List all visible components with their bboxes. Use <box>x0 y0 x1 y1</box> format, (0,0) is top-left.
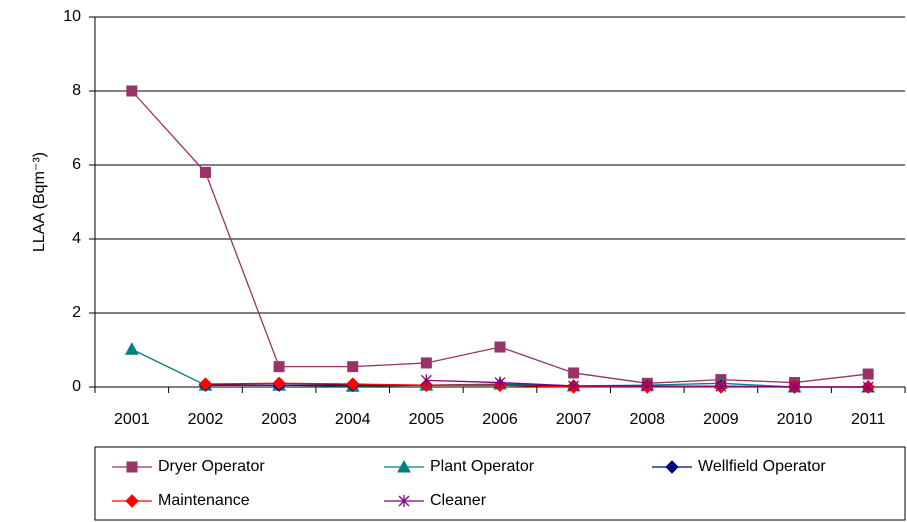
legend-entry: Maintenance <box>112 492 250 509</box>
y-tick-label: 10 <box>63 8 81 25</box>
data-point <box>862 368 874 380</box>
data-point <box>420 357 432 369</box>
y-axis-label: LLAA (Bqm⁻³) <box>31 152 48 252</box>
series <box>420 374 874 393</box>
x-tick-label: 2005 <box>409 411 445 428</box>
legend-entry: Dryer Operator <box>112 458 265 475</box>
series <box>126 85 874 389</box>
legend-entry: Wellfield Operator <box>652 458 826 475</box>
x-tick-label: 2003 <box>261 411 297 428</box>
x-tick-label: 2008 <box>629 411 665 428</box>
y-tick-label: 4 <box>72 230 81 247</box>
x-tick-label: 2007 <box>556 411 592 428</box>
data-point <box>420 374 432 387</box>
legend-label: Maintenance <box>158 492 250 509</box>
y-tick-label: 6 <box>72 156 81 173</box>
legend-marker <box>125 494 139 508</box>
legend-marker <box>397 459 411 473</box>
legend-marker <box>398 495 410 507</box>
legend-entry: Cleaner <box>384 492 487 509</box>
legend-entry: Plant Operator <box>384 458 535 475</box>
y-tick-label: 2 <box>72 304 81 321</box>
data-point <box>273 361 285 373</box>
data-point <box>494 376 506 389</box>
data-point <box>199 166 211 178</box>
legend-label: Cleaner <box>430 492 487 509</box>
data-point <box>198 377 213 391</box>
series-line <box>131 90 869 384</box>
y-tick-label: 8 <box>72 82 81 99</box>
data-point <box>346 377 360 391</box>
x-tick-label: 2001 <box>114 411 150 428</box>
data-point <box>789 381 801 393</box>
legend: Dryer Operator Plant Operator Wellfield Op… <box>94 446 906 521</box>
x-tick-label: 2004 <box>335 411 371 428</box>
x-tick-label: 2002 <box>188 411 224 428</box>
data-point <box>124 342 139 355</box>
legend-label: Plant Operator <box>430 458 535 475</box>
data-point <box>715 380 727 393</box>
y-tick-label: 0 <box>72 378 81 395</box>
legend-box <box>94 446 906 521</box>
data-point <box>272 376 286 391</box>
x-tick-label: 2009 <box>703 411 739 428</box>
data-point <box>126 85 138 97</box>
data-point <box>862 381 874 393</box>
legend-marker <box>665 460 679 474</box>
legend-label: Dryer Operator <box>158 458 265 475</box>
data-point <box>347 361 359 373</box>
data-point <box>641 380 653 393</box>
data-point <box>568 367 580 379</box>
data-point <box>494 341 506 353</box>
x-tick-label: 2006 <box>482 411 518 428</box>
x-tick-label: 2010 <box>777 411 813 428</box>
data-point <box>568 379 580 392</box>
x-tick-label: 2011 <box>851 411 886 428</box>
legend-label: Wellfield Operator <box>698 458 826 475</box>
legend-marker <box>126 461 138 473</box>
